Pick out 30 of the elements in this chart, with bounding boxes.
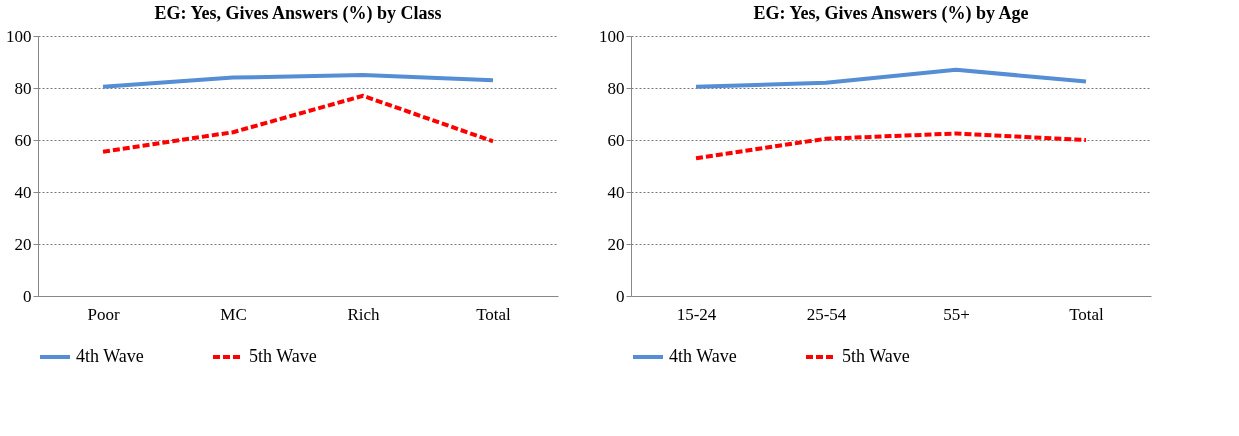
legend-label: 5th Wave: [842, 346, 910, 366]
y-tick-label: 80: [14, 78, 32, 98]
line-series: [694, 131, 1088, 161]
legend-label: 5th Wave: [249, 346, 317, 366]
y-tick-label: 60: [607, 130, 625, 150]
y-tick-label: 20: [14, 234, 32, 254]
legend-label: 4th Wave: [76, 346, 144, 366]
x-tick-label: Total: [476, 304, 512, 324]
x-tick-label: 25-54: [806, 304, 847, 324]
y-tick-label: 0: [23, 286, 32, 306]
y-tick-label: 20: [607, 234, 625, 254]
x-tick-label: Rich: [347, 304, 381, 324]
y-tick-label: 100: [599, 26, 625, 46]
chart-title: EG: Yes, Gives Answers (%) by Age: [753, 3, 1029, 24]
x-tick-label: Total: [1069, 304, 1105, 324]
y-tick-label: 100: [6, 26, 32, 46]
line-series: [694, 67, 1088, 89]
line-series: [101, 93, 495, 154]
y-tick-label: 40: [607, 182, 625, 202]
y-tick-label: 80: [607, 78, 625, 98]
y-tick-label: 0: [616, 286, 625, 306]
y-tick-label: 40: [14, 182, 32, 202]
x-tick-label: 55+: [943, 304, 970, 324]
x-tick-label: 15-24: [676, 304, 717, 324]
chart-title: EG: Yes, Gives Answers (%) by Class: [154, 3, 442, 24]
x-tick-label: MC: [220, 304, 247, 324]
line-series: [101, 73, 495, 89]
x-tick-label: Poor: [87, 304, 120, 324]
y-tick-label: 60: [14, 130, 32, 150]
legend-label: 4th Wave: [669, 346, 737, 366]
